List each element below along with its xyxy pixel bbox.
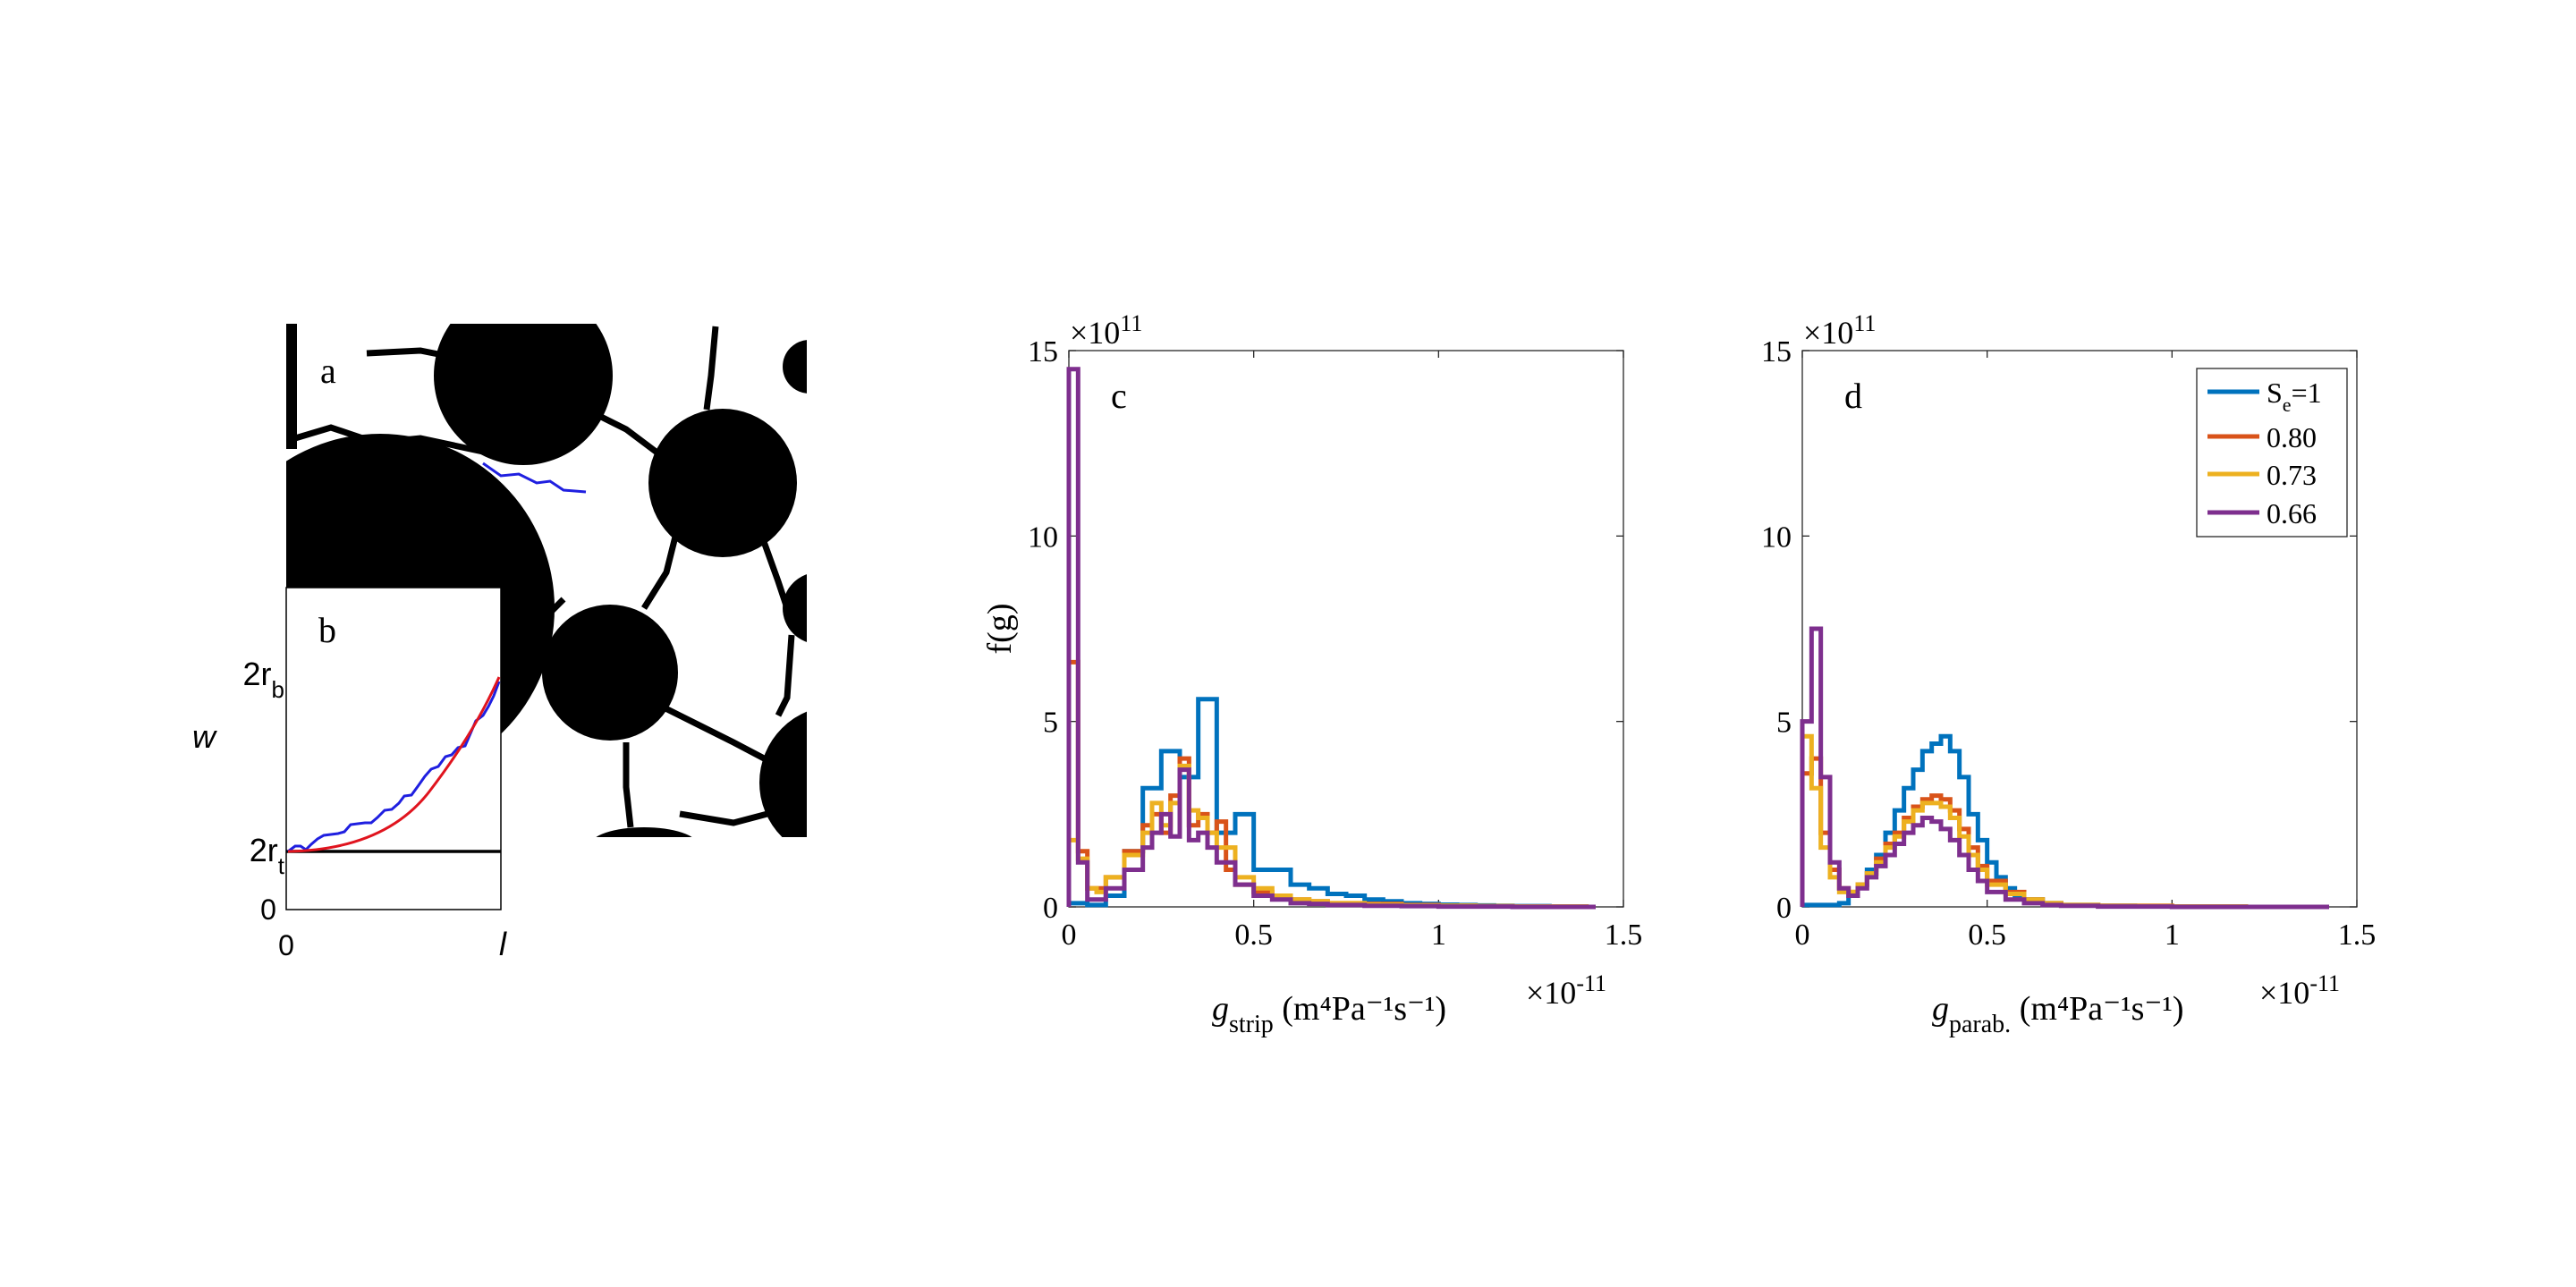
throat [589, 408, 665, 459]
panel-d-xtick-label: 0.5 [1968, 919, 2006, 952]
throat [775, 634, 795, 717]
panel-a-label: a [320, 351, 336, 391]
throat [623, 742, 634, 828]
panel-d-xlabel: gparab. (m⁴Pa⁻¹s⁻¹) [1932, 990, 2184, 1038]
fitted-aperture [287, 676, 501, 853]
panel-b-ylabel: w [192, 718, 217, 755]
legend-entry-066: 0.66 [2267, 497, 2317, 529]
panel-c-series [1066, 367, 1596, 910]
throat [293, 424, 484, 455]
panel-d-xtick-label: 1 [2165, 919, 2180, 952]
panel-d-series [1800, 626, 2329, 910]
panel-d-legend: Se=1 0.80 0.73 0.66 [2196, 368, 2348, 538]
panel-c-ytick-label: 0 [1043, 892, 1058, 925]
panel-d-series-line-3 [1800, 626, 2329, 910]
panel-b-inset: b 0 2rt 2rb w 0 l [192, 587, 507, 962]
panel-c-chart: 0 0.5 1 1.5 0 5 10 15 c ×1011 f(g) gstrip (m⁴Pa… [981, 310, 1642, 1038]
legend-entry-073: 0.73 [2267, 459, 2317, 491]
panel-c-xtick-label: 0.5 [1234, 919, 1273, 952]
throat [758, 535, 791, 610]
panel-b-xtick-zero: 0 [278, 929, 294, 961]
panel-d-chart: 0 0.5 1 1.5 0 5 10 15 d ×1011 gparab. (m⁴Pa⁻¹s⁻… [1761, 310, 2376, 1038]
grain [542, 605, 678, 741]
legend-entry-se1: Se=1 [2267, 377, 2322, 416]
grain [783, 574, 807, 642]
throat [660, 703, 769, 764]
traced-path [482, 461, 587, 494]
panel-c-ytick-label: 15 [1028, 335, 1058, 368]
legend-box [2196, 368, 2348, 538]
panel-c-ytick-label: 10 [1028, 521, 1058, 554]
grain-edge [286, 324, 297, 449]
throat [534, 597, 566, 629]
panel-c-xtick-label: 0 [1062, 919, 1077, 952]
throat [703, 326, 719, 411]
panel-c-xlabel: gstrip (m⁴Pa⁻¹s⁻¹) [1212, 990, 1446, 1038]
grain [596, 827, 692, 837]
panel-b-ytick-2rb: 2rb [243, 656, 284, 703]
panel-c-ticks: 0 0.5 1 1.5 0 5 10 15 [1028, 335, 1642, 952]
panel-d-x-exponent: ×10-11 [2259, 970, 2340, 1011]
throat [679, 810, 768, 826]
panel-d-ytick-label: 10 [1761, 521, 1792, 554]
panel-c-xtick-label: 1.5 [1605, 919, 1643, 952]
panel-c-x-exponent: ×10-11 [1526, 970, 1606, 1011]
panel-d-ytick-label: 15 [1761, 335, 1792, 368]
panel-c-ytick-label: 5 [1043, 707, 1058, 740]
panel-d-label: d [1844, 376, 1862, 416]
grain [648, 409, 797, 557]
panel-d-ytick-label: 0 [1776, 892, 1792, 925]
panel-c-label: c [1111, 376, 1127, 416]
grain [759, 711, 807, 837]
grain [434, 324, 613, 465]
panel-b-ytick-zero: 0 [260, 893, 276, 926]
throat [366, 347, 448, 360]
panel-c-series-line-3 [1066, 367, 1596, 910]
panel-b-label: b [318, 610, 336, 650]
panel-d-ticks: 0 0.5 1 1.5 0 5 10 15 [1761, 335, 2376, 952]
panel-b-ytick-2rt: 2rt [250, 832, 285, 879]
panel-b-frame [285, 587, 502, 910]
grain [783, 340, 807, 394]
panel-d-y-exponent: ×1011 [1803, 310, 1876, 351]
legend-entry-080: 0.80 [2267, 421, 2317, 453]
panel-c-ylabel: f(g) [981, 604, 1019, 655]
panel-c-y-exponent: ×1011 [1070, 310, 1142, 351]
panel-b-xtick-end: l [499, 926, 507, 962]
panel-d-xtick-label: 1.5 [2338, 919, 2377, 952]
throat [641, 536, 679, 610]
panel-a-label-box [299, 340, 363, 404]
panel-c-xtick-label: 1 [1431, 919, 1446, 952]
panel-d-xtick-label: 0 [1795, 919, 1810, 952]
measured-aperture [287, 681, 501, 853]
panel-d-ytick-label: 5 [1776, 707, 1792, 740]
